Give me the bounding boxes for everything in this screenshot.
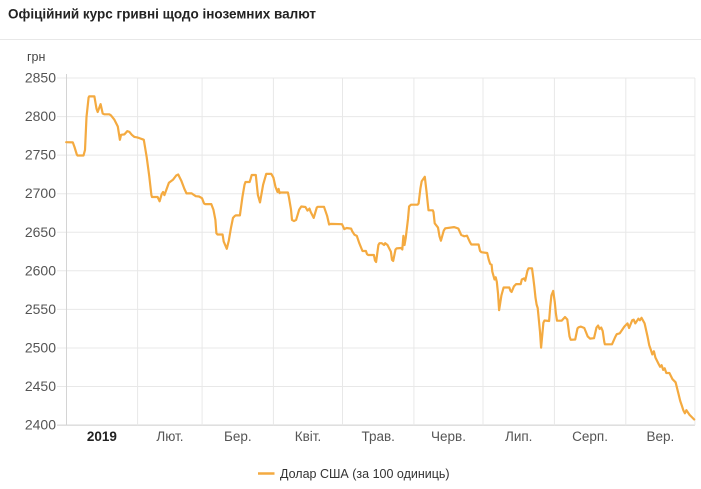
svg-text:Квіт.: Квіт. — [295, 429, 321, 444]
svg-text:2800: 2800 — [25, 108, 56, 124]
svg-text:2600: 2600 — [25, 262, 56, 278]
svg-text:2550: 2550 — [25, 301, 56, 317]
svg-text:Трав.: Трав. — [361, 429, 394, 444]
svg-text:2450: 2450 — [25, 378, 56, 394]
svg-text:Офіційний курс гривні щодо іно: Офіційний курс гривні щодо іноземних вал… — [8, 7, 316, 22]
svg-text:2750: 2750 — [25, 147, 56, 163]
svg-text:2700: 2700 — [25, 185, 56, 201]
svg-text:2400: 2400 — [25, 417, 56, 433]
svg-text:Долар США (за 100 одиниць): Долар США (за 100 одиниць) — [280, 467, 450, 481]
svg-text:Бер.: Бер. — [224, 429, 252, 444]
svg-text:2650: 2650 — [25, 224, 56, 240]
svg-text:грн: грн — [27, 50, 46, 64]
svg-text:2019: 2019 — [87, 429, 117, 444]
svg-text:Серп.: Серп. — [572, 429, 608, 444]
svg-text:2850: 2850 — [25, 70, 56, 86]
svg-text:Лют.: Лют. — [156, 429, 183, 444]
svg-text:Вер.: Вер. — [647, 429, 675, 444]
svg-text:2500: 2500 — [25, 340, 56, 356]
svg-text:Лип.: Лип. — [505, 429, 532, 444]
svg-text:Черв.: Черв. — [431, 429, 466, 444]
